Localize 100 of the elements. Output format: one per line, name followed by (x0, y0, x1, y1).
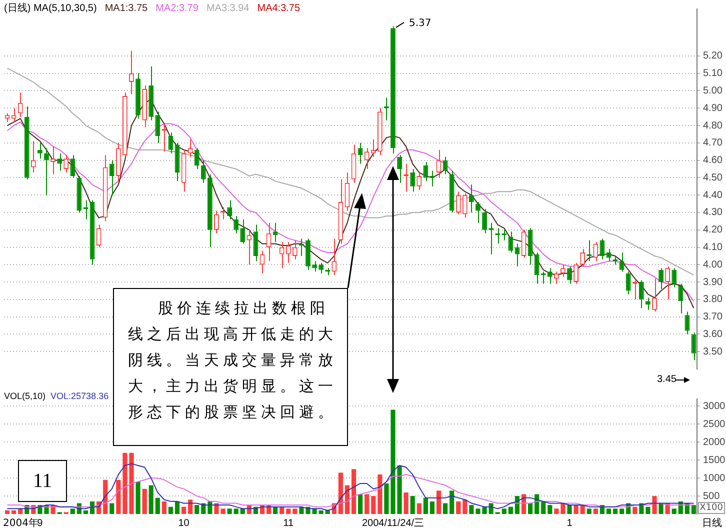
candlestick (476, 202, 480, 224)
bar (469, 505, 474, 514)
bar (194, 505, 200, 514)
y-tick-label: 1500 (703, 454, 726, 466)
bar (234, 508, 238, 514)
candlestick (50, 146, 56, 175)
text: MA3:3.94 (206, 3, 250, 14)
candlestick (547, 268, 552, 284)
bar (70, 508, 75, 514)
candlestick (580, 248, 586, 267)
candlestick (312, 260, 317, 272)
chart-title: VOL(5,10) (4, 391, 46, 401)
y-tick-label: 4.80 (703, 120, 723, 132)
x-tick-label: 10 (178, 518, 190, 529)
bar (691, 505, 696, 514)
candlestick (482, 208, 487, 234)
candlestick (292, 240, 298, 260)
y-tick-label: 3.90 (703, 276, 723, 288)
bar (606, 508, 612, 514)
bar (567, 505, 572, 514)
candlestick (574, 262, 579, 284)
bar (423, 498, 428, 514)
x-tick-label: 9 (37, 518, 44, 529)
candlestick (554, 271, 559, 284)
bar (580, 505, 585, 514)
bar (502, 508, 506, 514)
candlestick (234, 215, 239, 234)
candlestick (626, 271, 631, 295)
candlestick (109, 160, 114, 196)
candlestick (18, 92, 23, 118)
candlestick (560, 264, 566, 278)
y-tick-label: 2000 (703, 436, 726, 448)
bar (364, 494, 370, 514)
candlestick (593, 242, 598, 262)
candlestick (462, 192, 468, 218)
y-tick-label: 3.60 (703, 328, 723, 340)
bar (646, 506, 650, 514)
bar (462, 500, 468, 514)
candlestick (227, 200, 232, 220)
x-tick-label: 1 (566, 518, 573, 529)
bar (416, 503, 422, 514)
bar (292, 508, 298, 514)
chart-title: (日线) MA(5,10,30,5) (4, 3, 97, 14)
candlestick (652, 278, 657, 312)
text: 日线 (702, 516, 722, 530)
candlestick (57, 152, 62, 172)
candlestick (44, 148, 49, 196)
candlestick (279, 242, 284, 269)
x-tick-label: 11 (283, 518, 294, 529)
bar (351, 469, 356, 514)
text: X100 (698, 502, 725, 514)
bar (430, 501, 435, 514)
bar (436, 490, 442, 514)
candlestick (665, 266, 670, 300)
candlestick (70, 154, 76, 178)
candlestick (240, 218, 246, 244)
text: MA2:3.79 (156, 3, 198, 14)
y-tick-label: 4.50 (703, 172, 723, 184)
candlestick (38, 140, 42, 160)
bar (586, 508, 592, 514)
bar (110, 503, 114, 514)
candlestick (508, 231, 514, 253)
bar (12, 510, 16, 514)
candlestick (11, 108, 16, 123)
bar (188, 500, 193, 514)
y-tick-label: 4.20 (703, 224, 723, 236)
candlestick (64, 154, 69, 173)
bar (612, 508, 618, 514)
annotation: VOL:25738.36 (50, 391, 109, 401)
bar (574, 505, 578, 514)
bar (456, 501, 461, 514)
y-tick-label: 1000 (703, 472, 726, 484)
bar (658, 503, 664, 514)
candlestick (188, 138, 193, 158)
candlestick (684, 311, 690, 335)
y-tick-label: 4.60 (703, 155, 723, 166)
y-tick-label: 3.70 (703, 312, 723, 323)
y-tick-label: 5.00 (703, 85, 723, 96)
bar (312, 508, 317, 514)
candlestick (155, 111, 160, 144)
bar (174, 501, 180, 514)
bar (672, 508, 676, 514)
bar (4, 510, 10, 514)
candlestick (272, 222, 278, 243)
candlestick (30, 140, 36, 173)
candlestick (423, 162, 428, 182)
bar (168, 506, 173, 514)
bar (103, 480, 108, 514)
candlestick (534, 252, 540, 284)
bar (142, 488, 147, 514)
candlestick (370, 138, 376, 158)
candlestick (129, 50, 134, 95)
bar (227, 508, 232, 514)
bar (508, 506, 513, 514)
text: 3.45 (657, 374, 676, 385)
bar (83, 510, 88, 514)
bar (325, 510, 330, 514)
y-tick-label: 3000 (703, 400, 726, 412)
bar (18, 508, 23, 514)
bar (182, 506, 186, 514)
